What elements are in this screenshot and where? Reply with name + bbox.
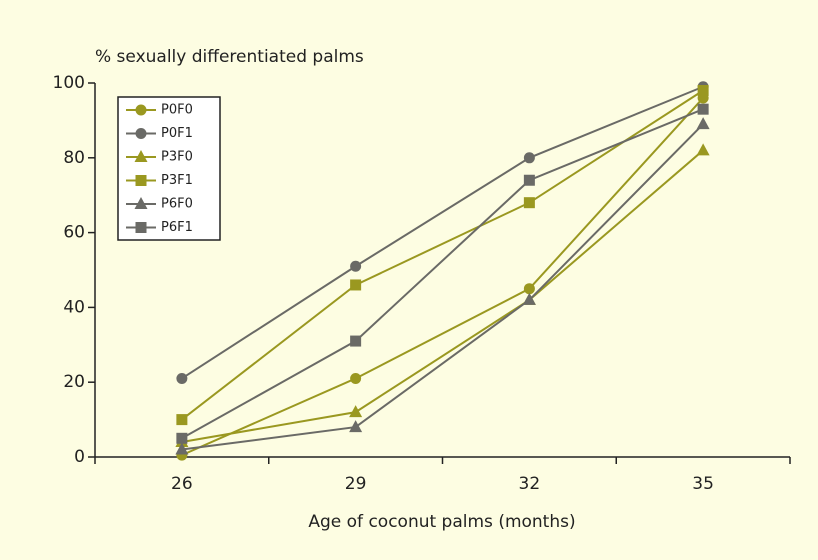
x-tick-label: 35 (692, 474, 714, 494)
marker (523, 283, 535, 295)
legend-label: P0F1 (161, 126, 193, 141)
series-line (181, 108, 704, 440)
marker (349, 405, 363, 418)
marker (135, 104, 147, 116)
x-axis-label: Age of coconut palms (months) (308, 512, 575, 532)
marker (523, 197, 535, 209)
marker (350, 279, 362, 291)
y-tick-label: 100 (53, 73, 85, 93)
marker (522, 292, 536, 305)
marker (134, 150, 148, 162)
y-tick-label: 0 (74, 447, 85, 467)
legend-label: P6F0 (161, 197, 193, 212)
legend-label: P6F1 (161, 220, 193, 235)
marker (175, 442, 189, 455)
series-line (181, 97, 704, 457)
series-line (181, 89, 704, 421)
series-line (181, 123, 704, 451)
y-tick-label: 40 (63, 297, 85, 317)
marker (350, 372, 362, 384)
legend-label: P0F0 (161, 103, 193, 118)
marker (697, 103, 709, 115)
series-line (181, 85, 704, 380)
series-line (181, 149, 704, 444)
legend-label: P3F1 (161, 173, 193, 188)
x-tick-label: 26 (171, 474, 193, 494)
marker (350, 335, 362, 347)
legend: P0F0 P0F1 P3F0 P3F1 P6F0 P6F1 (117, 96, 221, 241)
chart-title: % sexually differentiated palms (95, 47, 364, 67)
marker (176, 414, 188, 426)
marker (135, 128, 147, 139)
marker (697, 84, 709, 96)
y-tick-label: 60 (63, 223, 85, 243)
marker (349, 420, 363, 433)
marker (696, 117, 710, 130)
y-tick-label: 20 (63, 372, 85, 392)
marker (523, 174, 535, 186)
x-tick-label: 29 (345, 474, 367, 494)
legend-box (117, 96, 221, 241)
marker (134, 197, 148, 209)
marker (176, 432, 188, 444)
marker (696, 143, 710, 156)
marker (135, 222, 147, 233)
x-tick-label: 32 (519, 474, 541, 494)
marker (176, 372, 188, 384)
marker (350, 260, 362, 272)
marker (135, 175, 147, 186)
marker (523, 152, 535, 164)
y-tick-label: 80 (63, 148, 85, 168)
legend-label: P3F0 (161, 150, 193, 165)
